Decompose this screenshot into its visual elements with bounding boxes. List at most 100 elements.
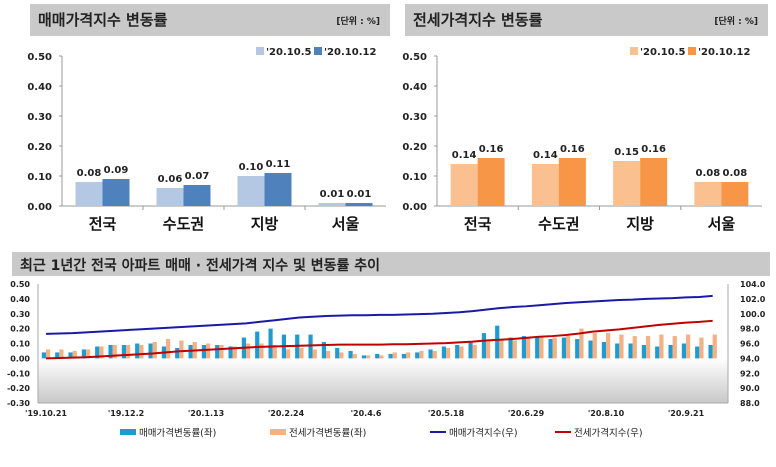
- bar-current: [183, 185, 211, 206]
- jeonse-change-bar: [579, 328, 584, 359]
- data-label: 0.08: [723, 168, 748, 179]
- y-tick-label: 0.00: [402, 202, 427, 213]
- category-label: 지방: [626, 215, 654, 233]
- sale-change-bar: [548, 339, 553, 359]
- sale-change-bar: [441, 346, 446, 359]
- sale-change-bar: [521, 336, 526, 359]
- x-tick-label: '19.12.2: [108, 409, 144, 418]
- sale-panel-title: 매매가격지수 변동률: [38, 11, 168, 29]
- data-label: 0.14: [452, 150, 477, 161]
- data-label: 0.15: [614, 147, 639, 158]
- jeonse-change-bar: [419, 350, 424, 359]
- y-tick-label: 0.10: [27, 172, 52, 183]
- jeonse-change-bar: [632, 336, 637, 359]
- data-label: 0.01: [347, 189, 372, 200]
- jeonse-change-bar: [379, 355, 384, 359]
- data-label: 0.06: [158, 174, 183, 185]
- bar-previous: [156, 188, 184, 206]
- sale-change-bar: [455, 344, 460, 359]
- jeonse-change-bar: [552, 337, 557, 359]
- sale-change-bar: [655, 346, 660, 359]
- left-tick-label: 0.20: [10, 325, 30, 334]
- sale-change-bar: [308, 334, 313, 359]
- bar-previous: [75, 182, 103, 206]
- bar-current: [640, 158, 668, 206]
- jeonse-change-bar: [166, 339, 171, 359]
- jeonse-change-bar: [526, 337, 531, 359]
- sale-change-bar: [668, 344, 673, 359]
- legend-label: '20.10.5: [640, 47, 685, 58]
- jeonse-change-bar: [126, 344, 131, 359]
- right-tick-label: 88.0: [740, 399, 760, 408]
- trend-panel-title-bar: 최근 1년간 전국 아파트 매매 · 전세가격 지수 및 변동률 추이: [12, 252, 770, 276]
- negative-area: [38, 358, 728, 403]
- jeonse-change-bar: [352, 353, 357, 359]
- jeonse-change-bar: [512, 340, 517, 359]
- sale-change-bar: [495, 325, 500, 359]
- right-tick-label: 92.0: [740, 369, 760, 378]
- sale-change-bar: [68, 352, 73, 359]
- jeonse-change-bar: [366, 355, 371, 359]
- right-tick-label: 104.0: [740, 280, 766, 289]
- x-tick-label: '20.4.6: [351, 409, 382, 418]
- jeonse-change-bar: [539, 337, 544, 359]
- y-tick-label: 0.30: [402, 112, 427, 123]
- sale-change-bar: [121, 344, 126, 359]
- sale-change-bar: [428, 349, 433, 359]
- sale-change-bar: [601, 342, 606, 359]
- sale-change-bar: [41, 352, 46, 359]
- jeonse-change-bar: [712, 334, 717, 359]
- jeonse-change-bar: [392, 352, 397, 359]
- jeonse-change-bar: [312, 349, 317, 359]
- sale-change-bar: [681, 343, 686, 359]
- sale-index-line: [45, 294, 713, 335]
- bar-previous: [531, 164, 559, 206]
- legend-label: '20.10.12: [698, 47, 750, 58]
- jeonse-change-bar: [86, 349, 91, 359]
- y-tick-label: 0.20: [402, 142, 427, 153]
- legend-swatch: [314, 47, 322, 55]
- jeonse-change-bar: [286, 349, 291, 359]
- legend-label: '20.10.5: [266, 47, 311, 58]
- data-label: 0.01: [320, 189, 345, 200]
- sale-change-bar: [268, 328, 273, 359]
- sale-change-bar: [615, 343, 620, 359]
- left-tick-label: 0.40: [10, 295, 30, 304]
- sale-change-bar: [135, 343, 140, 359]
- bar-current: [102, 179, 130, 206]
- x-tick-label: '20.6.29: [508, 409, 545, 418]
- x-tick-label: '20.1.13: [188, 409, 224, 418]
- left-tick-label: -0.10: [7, 369, 30, 378]
- jeonse-change-bar: [326, 350, 331, 359]
- jeonse-change-bar: [592, 333, 597, 359]
- jeonse-change-bar: [446, 347, 451, 359]
- jeonse-change-bar: [152, 342, 157, 359]
- sale-change-bar: [228, 346, 233, 359]
- data-label: 0.14: [533, 150, 558, 161]
- sale-change-bar: [628, 343, 633, 359]
- jeonse-change-bar: [499, 340, 504, 359]
- right-tick-label: 100.0: [740, 310, 766, 319]
- bar-current: [264, 173, 292, 206]
- x-tick-label: '20.5.18: [428, 409, 465, 418]
- jeonse-change-bar: [206, 343, 211, 359]
- jeonse-change-bar: [699, 337, 704, 359]
- data-label: 0.09: [104, 165, 129, 176]
- sale-change-bar: [588, 340, 593, 359]
- sale-change-bar: [148, 343, 153, 359]
- legend-swatch: [688, 47, 696, 55]
- right-tick-label: 96.0: [740, 340, 760, 349]
- sale-change-bar: [335, 347, 340, 359]
- bar-previous: [237, 176, 265, 206]
- data-label: 0.16: [641, 144, 666, 155]
- category-label: 서울: [332, 215, 360, 233]
- sale-change-bar: [255, 331, 260, 359]
- legend-swatch: [630, 47, 638, 55]
- sale-change-bar: [401, 353, 406, 359]
- x-tick-label: '20.9.21: [668, 409, 705, 418]
- y-tick-label: 0.40: [402, 82, 427, 93]
- bar-previous: [450, 164, 478, 206]
- category-label: 전국: [89, 215, 117, 233]
- jeonse-change-bar: [99, 346, 104, 359]
- jeonse-change-bar: [406, 352, 411, 359]
